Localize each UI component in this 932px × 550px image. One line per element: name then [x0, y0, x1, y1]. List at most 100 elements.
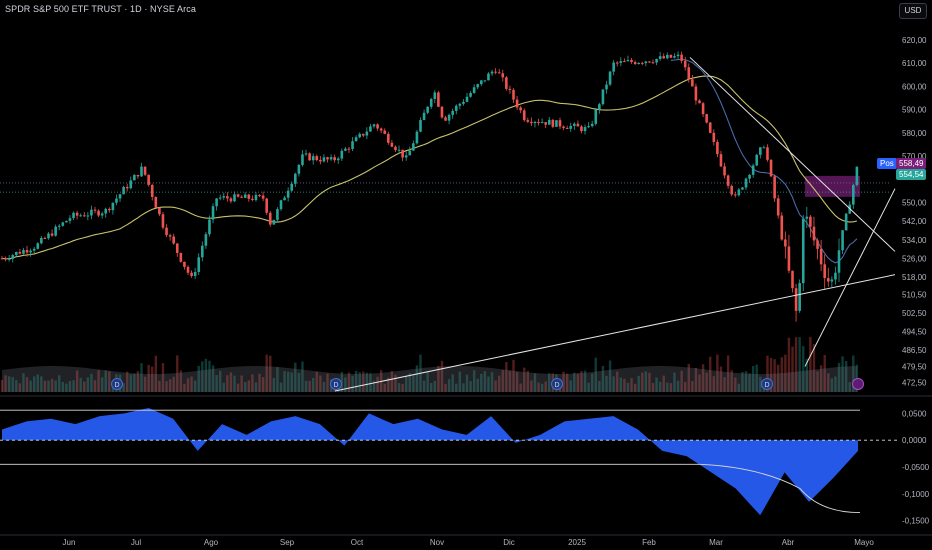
candle-body [379, 128, 383, 131]
candle-body [644, 61, 648, 64]
time-axis[interactable]: Jun Jul Ago Sep Oct Nov Dic 2025 Feb Mar Abr Mayo [63, 538, 875, 547]
candle-body [705, 114, 708, 123]
volume-bar [769, 358, 773, 392]
volume-bar [472, 370, 476, 392]
candle-body [79, 215, 82, 217]
candle-body [451, 110, 454, 115]
dividend-marker[interactable] [111, 378, 123, 390]
candle-body [487, 73, 490, 81]
volume-bar [140, 363, 143, 392]
volume-bar [612, 376, 615, 392]
volume-bar [201, 361, 204, 392]
candle-body [308, 153, 311, 161]
candle-body [276, 209, 279, 220]
candle-body [143, 166, 147, 175]
candle-body [640, 62, 644, 64]
candle-body [218, 197, 222, 199]
candle-body [462, 101, 465, 104]
dividend-marker[interactable] [761, 378, 773, 390]
candle-body [204, 234, 208, 246]
candle-body [11, 255, 15, 259]
dividend-marker[interactable] [551, 378, 563, 390]
price-tick-label: 590,00 [902, 106, 927, 115]
candle-body [784, 239, 787, 247]
volume-bar [104, 370, 107, 392]
dividend-marker-label: D [114, 382, 119, 389]
candle-body [615, 62, 619, 64]
candle-body [361, 133, 365, 136]
trendline-resistance [689, 57, 896, 252]
oscillator-tick-label: -0,0500 [902, 463, 930, 472]
volume-bar [827, 373, 830, 392]
volume-bar [830, 378, 834, 392]
candle-body [719, 154, 723, 167]
currency-selector[interactable]: USD [899, 3, 927, 19]
price-axis[interactable]: 620,00 610,00 600,00 590,00 580,00 570,00 550,… [902, 36, 930, 526]
candle-body [251, 198, 254, 200]
candle-body [530, 121, 533, 124]
candle-body [54, 226, 57, 236]
candle-body [812, 226, 816, 241]
earnings-flash-icon[interactable] [852, 378, 864, 390]
oscillator-tick-label: -0,1500 [902, 517, 930, 526]
candle-body [458, 103, 462, 106]
candle-body [573, 123, 576, 126]
candle-body [694, 86, 698, 101]
candle-body [125, 186, 129, 189]
candle-body [354, 137, 358, 142]
volume-bar [387, 377, 390, 392]
volume-bar [422, 380, 426, 392]
candle-body [18, 251, 22, 254]
price-tick-label: 534,00 [902, 236, 927, 245]
volume-bar [440, 360, 444, 392]
candle-body [404, 155, 408, 158]
volume-bar [598, 380, 601, 392]
time-tick-label: Mayo [854, 538, 874, 547]
candle-body [673, 56, 676, 58]
candle-body [830, 279, 834, 282]
volume-bar [179, 370, 183, 392]
volume-bar [530, 380, 533, 392]
volume-bar [43, 380, 47, 392]
candle-body [505, 77, 508, 89]
volume-bar [147, 364, 150, 392]
candle-body [279, 200, 283, 210]
volume-bar [426, 371, 429, 392]
volume-bar [154, 355, 158, 392]
candle-body [669, 54, 673, 58]
dividend-marker[interactable] [330, 378, 342, 390]
candle-body [150, 184, 154, 197]
candle-body [680, 54, 683, 61]
candle-body [666, 54, 669, 59]
volume-bar [673, 372, 676, 392]
volume-bar [573, 372, 576, 392]
candle-body [268, 212, 272, 225]
candle-body [540, 122, 544, 124]
volume-bar [626, 382, 630, 392]
last-price-tag: 554,54 [896, 169, 927, 180]
volume-bar [68, 381, 72, 392]
candle-body [186, 266, 190, 273]
candle-body [440, 106, 444, 118]
volume-bar [565, 373, 569, 392]
candle-body [233, 194, 236, 202]
oscillator-tick-label: 0,0500 [902, 409, 927, 418]
oscillator-pane[interactable] [0, 408, 900, 516]
symbol-title[interactable]: SPDR S&P 500 ETF TRUST · 1D · NYSE Arca [5, 4, 196, 14]
candle-body [222, 196, 226, 198]
volume-bar [433, 380, 437, 392]
candle-body [637, 62, 640, 65]
volume-bar [401, 383, 404, 392]
candle-body [741, 187, 744, 190]
candle-body [769, 159, 773, 177]
volume-bar [269, 355, 272, 392]
volume-bar [286, 371, 290, 392]
candle-body [179, 252, 183, 262]
candle-body [480, 80, 483, 85]
pos-price-tag: 558,49 [896, 158, 927, 169]
volume-bar [487, 376, 490, 392]
candle-body [555, 120, 558, 127]
volume-bar [22, 373, 25, 392]
